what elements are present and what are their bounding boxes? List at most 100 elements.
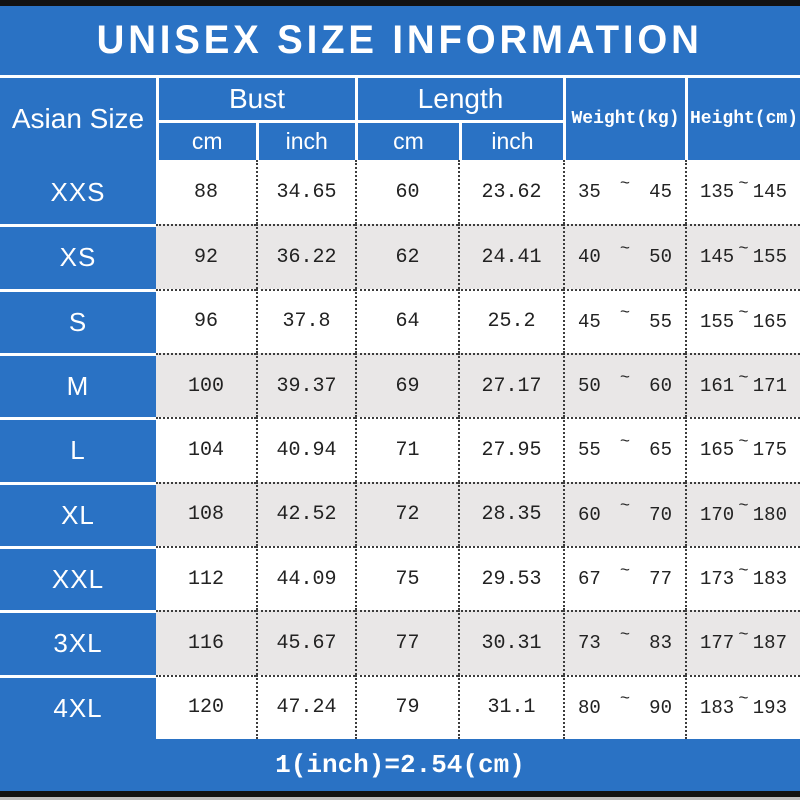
bust-cm-value: 112 [156, 545, 256, 611]
table-row: 4XL 120 47.24 79 31.1 80 ~ 90 183 ~ 193 [0, 674, 800, 739]
table-body: XXS 88 34.65 60 23.62 35 ~ 45 135 ~ 145 … [0, 160, 800, 739]
header-length-subrow: cm inch [358, 123, 563, 160]
header-length-label: Length [358, 78, 563, 123]
weight-range: 35 ~ 45 [563, 160, 685, 225]
height-min: 145 [700, 246, 735, 269]
bust-cm-value: 108 [156, 481, 256, 546]
header-length-inch: inch [459, 123, 563, 160]
length-cm-value: 62 [355, 224, 458, 289]
tilde-glyph: ~ [619, 561, 631, 581]
header-bust-subrow: cm inch [159, 123, 355, 160]
weight-min: 60 [578, 503, 601, 526]
tilde-glyph: ~ [619, 497, 631, 517]
weight-min: 67 [578, 568, 601, 591]
weight-max: 60 [649, 375, 672, 398]
weight-min: 80 [578, 696, 601, 719]
height-max: 175 [752, 439, 787, 462]
bust-inch-value: 44.09 [256, 545, 355, 611]
size-label: XS [0, 224, 156, 289]
tilde-glyph: ~ [738, 304, 749, 324]
conversion-footer: 1(inch)=2.54(cm) [0, 739, 800, 791]
height-min: 173 [700, 568, 735, 591]
bust-inch-value: 40.94 [256, 417, 355, 482]
title-band: UNISEX SIZE INFORMATION [0, 6, 800, 75]
length-cm-value: 79 [355, 674, 458, 739]
header-bust-inch: inch [255, 123, 356, 160]
weight-max: 90 [649, 696, 672, 719]
length-inch-value: 25.2 [458, 288, 563, 353]
bust-cm-value: 92 [156, 224, 256, 289]
length-inch-value: 27.95 [458, 417, 563, 482]
size-label: M [0, 352, 156, 418]
header-bust-label: Bust [159, 78, 355, 123]
tilde-glyph: ~ [738, 432, 749, 452]
bust-cm-value: 100 [156, 352, 256, 418]
height-min: 165 [700, 439, 735, 462]
size-label: L [0, 417, 156, 482]
weight-range: 73 ~ 83 [563, 610, 685, 675]
size-label: 3XL [0, 610, 156, 675]
height-max: 187 [752, 632, 787, 655]
height-max: 165 [752, 310, 787, 333]
bust-inch-value: 47.24 [256, 674, 355, 739]
height-range: 165 ~ 175 [685, 417, 800, 482]
table-row: M 100 39.37 69 27.17 50 ~ 60 161 ~ 171 [0, 352, 800, 418]
height-min: 155 [700, 310, 735, 333]
tilde-glyph: ~ [738, 561, 749, 581]
weight-max: 65 [649, 439, 672, 462]
table-row: L 104 40.94 71 27.95 55 ~ 65 165 ~ 175 [0, 417, 800, 482]
tilde-glyph: ~ [619, 368, 631, 388]
table-row: 3XL 116 45.67 77 30.31 73 ~ 83 177 ~ 187 [0, 610, 800, 675]
length-inch-value: 29.53 [458, 545, 563, 611]
header-bust-cm: cm [191, 128, 223, 154]
header-group-bust: Bust cm inch [156, 78, 355, 160]
height-min: 135 [700, 181, 735, 204]
height-min: 161 [700, 375, 735, 398]
size-label: XXS [0, 160, 156, 225]
length-inch-value: 24.41 [458, 224, 563, 289]
page-title: UNISEX SIZE INFORMATION [96, 18, 704, 62]
bust-cm-value: 88 [156, 160, 256, 225]
length-cm-value: 69 [355, 352, 458, 418]
bust-inch-value: 42.52 [256, 481, 355, 546]
table-row: S 96 37.8 64 25.2 45 ~ 55 155 ~ 165 [0, 288, 800, 353]
height-max: 193 [752, 696, 787, 719]
height-range: 173 ~ 183 [685, 545, 800, 611]
bust-cm-value: 120 [156, 674, 256, 739]
bust-cm-value: 96 [156, 288, 256, 353]
header-length-cm: cm [393, 128, 424, 154]
tilde-glyph: ~ [738, 239, 749, 259]
height-range: 183 ~ 193 [685, 674, 800, 739]
size-label: XL [0, 481, 156, 546]
top-black-bar [0, 0, 800, 6]
table-row: XL 108 42.52 72 28.35 60 ~ 70 170 ~ 180 [0, 481, 800, 546]
height-min: 170 [700, 503, 735, 526]
length-cm-value: 71 [355, 417, 458, 482]
table-row: XXS 88 34.65 60 23.62 35 ~ 45 135 ~ 145 [0, 160, 800, 225]
height-max: 180 [752, 503, 787, 526]
height-range: 161 ~ 171 [685, 352, 800, 418]
size-label: XXL [0, 545, 156, 611]
length-inch-value: 23.62 [458, 160, 563, 225]
length-cm-value: 72 [355, 481, 458, 546]
weight-range: 67 ~ 77 [563, 545, 685, 611]
bust-cm-value: 104 [156, 417, 256, 482]
weight-range: 45 ~ 55 [563, 288, 685, 353]
header-asian-size: Asian Size [11, 103, 145, 134]
bust-inch-value: 34.65 [256, 160, 355, 225]
tilde-glyph: ~ [738, 690, 749, 710]
bottom-black-bar [0, 791, 800, 797]
height-min: 177 [700, 632, 735, 655]
weight-max: 45 [649, 181, 672, 204]
header-weight: Weight(kg) [563, 78, 685, 160]
length-inch-value: 31.1 [458, 674, 563, 739]
weight-min: 73 [578, 632, 601, 655]
weight-range: 80 ~ 90 [563, 674, 685, 739]
table-row: XXL 112 44.09 75 29.53 67 ~ 77 173 ~ 183 [0, 545, 800, 611]
tilde-glyph: ~ [619, 239, 631, 259]
height-max: 171 [752, 375, 787, 398]
tilde-glyph: ~ [619, 174, 631, 194]
length-inch-value: 28.35 [458, 481, 563, 546]
height-max: 145 [752, 181, 787, 204]
